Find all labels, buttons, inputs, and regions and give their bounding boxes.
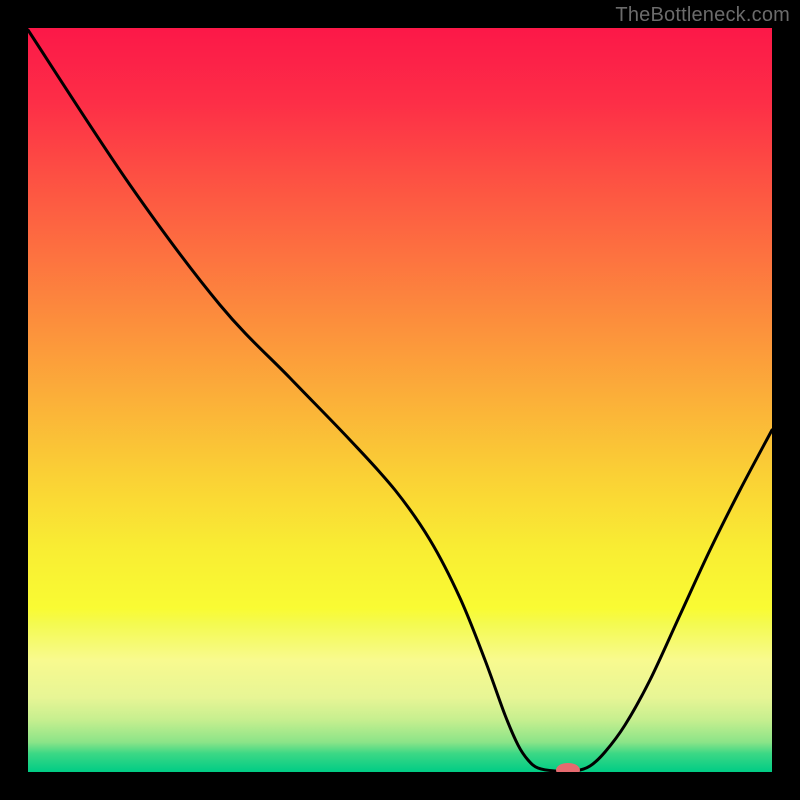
- chart-frame: TheBottleneck.com: [0, 0, 800, 800]
- bottleneck-chart: [0, 0, 800, 800]
- watermark-text: TheBottleneck.com: [615, 4, 790, 27]
